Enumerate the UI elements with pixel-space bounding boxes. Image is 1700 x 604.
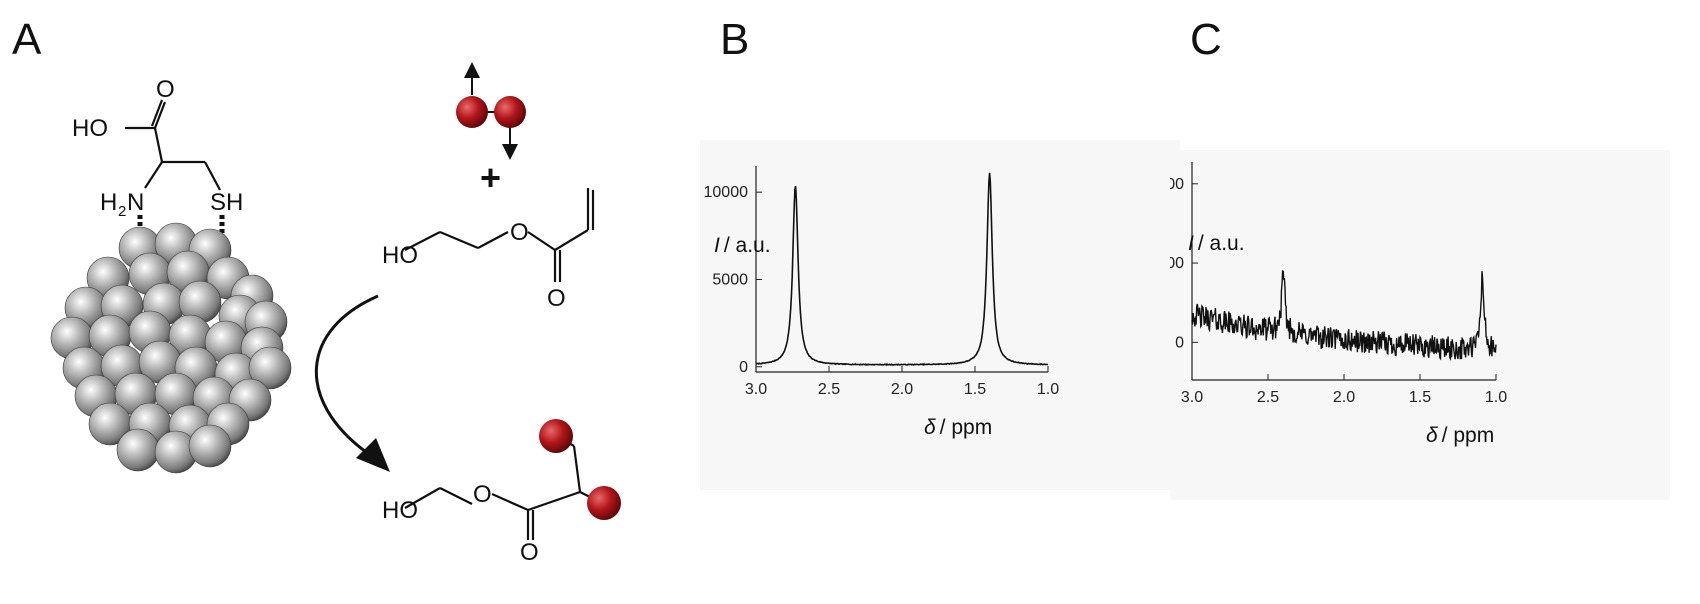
plot-c-background	[1170, 150, 1670, 500]
acid-group-label: HO	[72, 115, 108, 142]
product-carbonyl-oxygen-label: O	[520, 539, 539, 566]
plot-c-spectrum-line	[1191, 270, 1497, 361]
nanoparticle-sphere	[188, 424, 232, 468]
nanoparticle-sphere	[248, 346, 292, 390]
product-radical-side-icon	[587, 486, 621, 520]
plot-c-xlabel-symbol: δ	[1426, 424, 1438, 447]
y-tick-label: 400	[1170, 176, 1184, 193]
amine-subscript-label: 2	[118, 203, 126, 220]
monomer-hydroxyl-label: HO	[382, 242, 418, 269]
acid-oxygen-label: O	[156, 76, 175, 103]
plot-c-xlabel: δ / ppm	[1426, 424, 1494, 447]
product-structure	[404, 437, 597, 540]
y-tick-label: 5000	[712, 271, 748, 288]
x-tick-label: 2.5	[818, 381, 840, 398]
y-tick-label: 10000	[704, 184, 749, 201]
x-tick-label: 2.5	[1257, 389, 1279, 406]
plot-b-xlabel-unit: / ppm	[940, 416, 993, 439]
plot-b-ylabel-unit: / a.u.	[724, 234, 771, 257]
y-tick-label: 200	[1170, 255, 1184, 272]
reaction-arrow-icon	[315, 294, 390, 472]
plot-b-ticks: 3.0 2.5 2.0 1.5 1.0 0 5000 10000	[704, 184, 1060, 398]
product-radical-top-icon	[539, 419, 573, 453]
plus-sign: +	[480, 157, 501, 198]
amine-n-label: N	[127, 189, 144, 216]
reaction-scheme: O HO H 2 N SH + HO O O	[50, 62, 621, 566]
plot-c-ylabel-symbol: I	[1188, 232, 1194, 255]
panel-label-b: B	[720, 15, 750, 64]
radical-pair-icon	[456, 62, 526, 160]
plot-b-spectrum-line	[755, 172, 1049, 367]
x-tick-label: 1.5	[964, 381, 986, 398]
plot-b-xlabel-symbol: δ	[924, 416, 936, 439]
x-tick-label: 2.0	[891, 381, 913, 398]
plot-b-ylabel-symbol: I	[714, 234, 720, 257]
monomer-structure	[404, 188, 595, 282]
plot-b-ylabel: I / a.u.	[714, 234, 771, 257]
x-tick-label: 1.0	[1037, 381, 1059, 398]
product-hydroxyl-label: HO	[382, 497, 418, 524]
plot-c-ylabel: I / a.u.	[1188, 232, 1245, 255]
product-ester-oxygen-label: O	[473, 481, 492, 508]
plot-c-ticks: 3.0 2.5 2.0 1.5 1.0 0 200 400	[1170, 176, 1507, 406]
nanoparticle-sphere	[116, 428, 160, 472]
y-tick-label: 0	[1175, 334, 1184, 351]
monomer-ester-oxygen-label: O	[510, 219, 529, 246]
nmr-spectrum-c: 3.0 2.5 2.0 1.5 1.0 0 200 400 I/ a.u. δ/ ppm	[1170, 150, 1670, 500]
plot-b-xlabel: δ / ppm	[924, 416, 992, 439]
x-tick-label: 3.0	[1181, 389, 1203, 406]
plot-c-xlabel-unit: / ppm	[1442, 424, 1495, 447]
x-tick-label: 3.0	[745, 381, 767, 398]
panel-label-a: A	[12, 15, 42, 64]
monomer-carbonyl-oxygen-label: O	[547, 285, 566, 312]
plot-c-ylabel-unit: / a.u.	[1198, 232, 1245, 255]
amine-h-label: H	[100, 189, 117, 216]
panel-label-c: C	[1190, 15, 1222, 64]
thiol-label: SH	[210, 189, 243, 216]
nanoparticle-cluster-icon	[50, 222, 292, 474]
nmr-spectrum-b: 3.0 2.5 2.0 1.5 1.0 0 5000 10000 I / a.u. δ / ppm	[700, 140, 1180, 490]
x-tick-label: 1.0	[1485, 389, 1507, 406]
x-tick-label: 2.0	[1333, 389, 1355, 406]
plot-b-background	[700, 140, 1180, 490]
x-tick-label: 1.5	[1409, 389, 1431, 406]
y-tick-label: 0	[739, 359, 748, 376]
